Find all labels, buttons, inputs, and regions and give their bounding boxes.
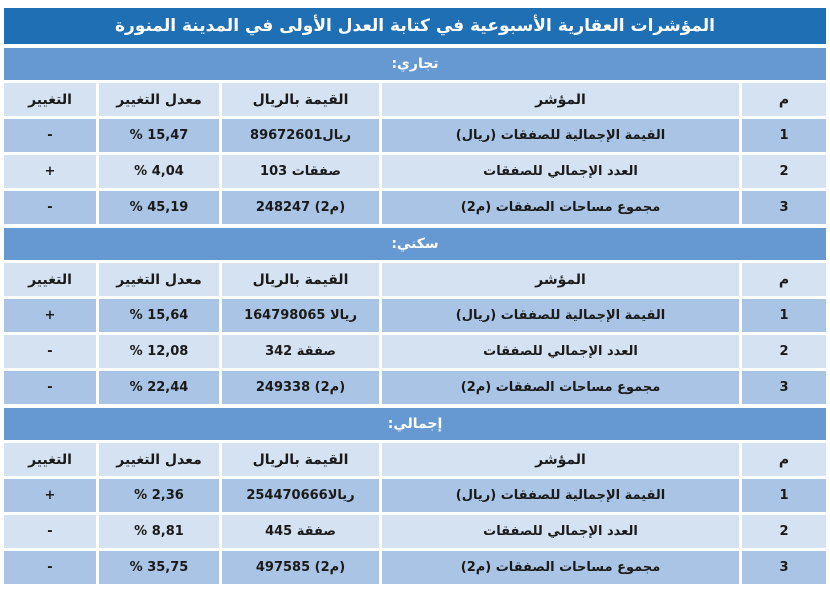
table-title: المؤشرات العقارية الأسبوعية في كتابة الع…	[4, 8, 826, 44]
cell-change: -	[4, 335, 96, 368]
column-header-rate: معدل التغيير	[99, 263, 219, 296]
table-row: 3 مجموع مساحات الصفقات (م2) 497585 (م2)% 3…	[4, 551, 826, 584]
cell-m: 2	[742, 335, 826, 368]
cell-rate: % 35,75	[99, 551, 219, 584]
cell-indicator: القيمة الإجمالية للصفقات (ريال)	[382, 479, 739, 512]
cell-rate: % 15,47	[99, 119, 219, 152]
cell-m: 1	[742, 119, 826, 152]
section-header: تجاري:	[4, 48, 826, 80]
table-row: 2 العدد الإجمالي للصفقات 103 صفقات% 4,04 +	[4, 155, 826, 188]
cell-indicator: القيمة الإجمالية للصفقات (ريال)	[382, 299, 739, 332]
table-row: 3 مجموع مساحات الصفقات (م2) 248247 (م2)% 4…	[4, 191, 826, 224]
column-header-rate: معدل التغيير	[99, 83, 219, 116]
column-header-m: م	[742, 263, 826, 296]
cell-rate: % 2,36	[99, 479, 219, 512]
cell-rate: % 12,08	[99, 335, 219, 368]
cell-value: 164798065 ريالا	[222, 299, 379, 332]
column-header-indicator: المؤشر	[382, 83, 739, 116]
cell-change: -	[4, 551, 96, 584]
cell-rate: % 22,44	[99, 371, 219, 404]
cell-value: 248247 (م2)	[222, 191, 379, 224]
column-header-rate: معدل التغيير	[99, 443, 219, 476]
cell-m: 3	[742, 371, 826, 404]
table-row: 1 القيمة الإجمالية للصفقات (ريال) 16479806…	[4, 299, 826, 332]
cell-m: 2	[742, 155, 826, 188]
cell-change: +	[4, 479, 96, 512]
cell-rate: % 8,81	[99, 515, 219, 548]
section-header: سكني:	[4, 228, 826, 260]
indicators-table: المؤشرات العقارية الأسبوعية في كتابة الع…	[4, 8, 826, 584]
cell-m: 1	[742, 299, 826, 332]
cell-rate: % 15,64	[99, 299, 219, 332]
column-header-value: القيمة بالريال	[222, 263, 379, 296]
cell-value: 249338 (م2)	[222, 371, 379, 404]
cell-indicator: العدد الإجمالي للصفقات	[382, 515, 739, 548]
cell-value: 254470666ريالا	[222, 479, 379, 512]
table-row: 1 القيمة الإجمالية للصفقات (ريال) 89672601…	[4, 119, 826, 152]
cell-indicator: العدد الإجمالي للصفقات	[382, 335, 739, 368]
section-header: إجمالي:	[4, 408, 826, 440]
cell-change: -	[4, 119, 96, 152]
cell-change: -	[4, 191, 96, 224]
column-header-m: م	[742, 83, 826, 116]
cell-change: -	[4, 515, 96, 548]
header-row: م المؤشر القيمة بالريال معدل التغيير التغيير	[4, 443, 826, 476]
cell-change: +	[4, 299, 96, 332]
cell-value: 342 صفقة	[222, 335, 379, 368]
cell-indicator: مجموع مساحات الصفقات (م2)	[382, 371, 739, 404]
column-header-m: م	[742, 443, 826, 476]
table-row: 3 مجموع مساحات الصفقات (م2) 249338 (م2)% 2…	[4, 371, 826, 404]
column-header-change: التغيير	[4, 263, 96, 296]
cell-value: 497585 (م2)	[222, 551, 379, 584]
cell-indicator: العدد الإجمالي للصفقات	[382, 155, 739, 188]
cell-m: 2	[742, 515, 826, 548]
column-header-change: التغيير	[4, 83, 96, 116]
cell-value: 89672601ريال	[222, 119, 379, 152]
header-row: م المؤشر القيمة بالريال معدل التغيير التغيير	[4, 83, 826, 116]
table-row: 2 العدد الإجمالي للصفقات 445 صفقة% 8,81-	[4, 515, 826, 548]
column-header-value: القيمة بالريال	[222, 83, 379, 116]
table-row: 1 القيمة الإجمالية للصفقات (ريال) 25447066…	[4, 479, 826, 512]
cell-indicator: القيمة الإجمالية للصفقات (ريال)	[382, 119, 739, 152]
cell-change: -	[4, 371, 96, 404]
column-header-indicator: المؤشر	[382, 443, 739, 476]
table-row: 2 العدد الإجمالي للصفقات 342 صفقة% 12,08-	[4, 335, 826, 368]
cell-indicator: مجموع مساحات الصفقات (م2)	[382, 551, 739, 584]
cell-m: 3	[742, 191, 826, 224]
cell-indicator: مجموع مساحات الصفقات (م2)	[382, 191, 739, 224]
cell-m: 1	[742, 479, 826, 512]
header-row: م المؤشر القيمة بالريال معدل التغيير التغيير	[4, 263, 826, 296]
column-header-indicator: المؤشر	[382, 263, 739, 296]
cell-rate: % 45,19	[99, 191, 219, 224]
cell-value: 445 صفقة	[222, 515, 379, 548]
column-header-value: القيمة بالريال	[222, 443, 379, 476]
cell-change: +	[4, 155, 96, 188]
cell-value: 103 صفقات	[222, 155, 379, 188]
cell-rate: % 4,04	[99, 155, 219, 188]
cell-m: 3	[742, 551, 826, 584]
column-header-change: التغيير	[4, 443, 96, 476]
